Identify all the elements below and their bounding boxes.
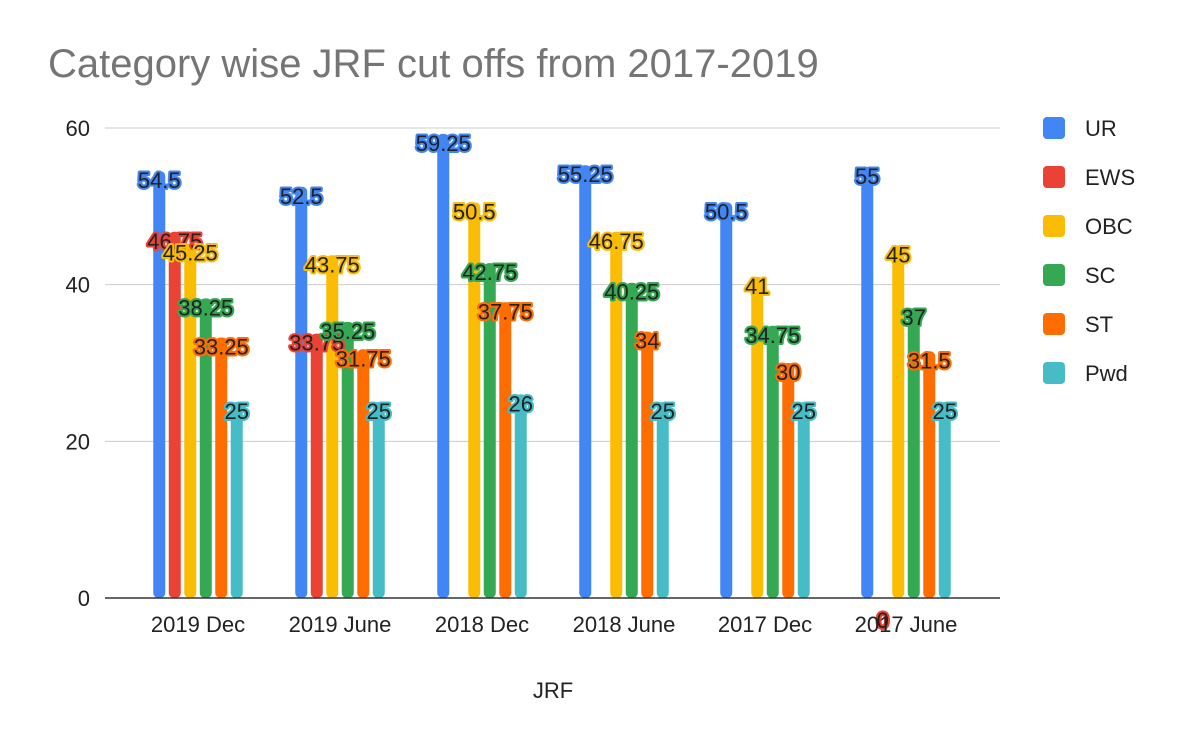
bar-pwd-2017-june bbox=[938, 402, 951, 598]
bar-ur-2018-dec bbox=[437, 133, 450, 598]
bar-st-2019-dec bbox=[215, 337, 228, 598]
legend-label-ews: EWS bbox=[1085, 165, 1135, 190]
data-label-pwd-2018-dec: 26 bbox=[509, 391, 533, 416]
bar-st-2017-june bbox=[923, 351, 936, 598]
data-label-st-2018-june: 34 bbox=[635, 329, 659, 354]
x-tick-label-2018-dec: 2018 Dec bbox=[435, 612, 529, 637]
data-label-sc-2019-june: 35.25 bbox=[320, 319, 375, 344]
bar-pwd-2019-june bbox=[372, 402, 385, 598]
data-label-ur-2018-june: 55.25 bbox=[558, 162, 613, 187]
x-axis-title: JRF bbox=[533, 678, 573, 703]
data-label-st-2019-june: 31.75 bbox=[336, 346, 391, 371]
bar-ur-2018-june bbox=[579, 165, 592, 599]
data-label-pwd-2019-june: 25 bbox=[367, 399, 391, 424]
data-label-pwd-2019-dec: 25 bbox=[225, 399, 249, 424]
bar-obc-2017-dec bbox=[751, 276, 764, 598]
bar-st-2019-june bbox=[357, 349, 370, 598]
legend-swatch-ur bbox=[1043, 117, 1065, 139]
data-label-st-2018-dec: 37.75 bbox=[478, 299, 533, 324]
data-label-pwd-2017-dec: 25 bbox=[792, 399, 816, 424]
data-label-obc-2017-june: 45 bbox=[886, 243, 910, 268]
data-label-obc-2018-june: 46.75 bbox=[589, 229, 644, 254]
bar-pwd-2017-dec bbox=[797, 402, 810, 598]
chart-title: Category wise JRF cut offs from 2017-201… bbox=[48, 42, 819, 86]
data-label-ews-2019-june: 33.75 bbox=[289, 331, 344, 356]
data-label-ews-2019-dec: 46.75 bbox=[147, 229, 202, 254]
axes: 0 20 40 60 2019 Dec 2019 June 2018 Dec 2018 Jun… bbox=[66, 116, 1000, 637]
bar-pwd-2018-june bbox=[656, 402, 669, 598]
bar-obc-2017-june bbox=[892, 245, 905, 598]
bar-ews-2019-dec bbox=[168, 231, 181, 598]
y-tick-label-60: 60 bbox=[66, 116, 90, 141]
bars bbox=[153, 133, 951, 599]
data-label-st-2019-dec: 33.25 bbox=[194, 335, 249, 360]
data-label-sc-2018-june: 40.25 bbox=[604, 280, 659, 305]
x-tick-label-2017-june: 2017 June bbox=[855, 612, 958, 637]
bar-obc-2019-dec bbox=[184, 243, 197, 598]
data-label-sc-2019-dec: 38.25 bbox=[178, 295, 233, 320]
gridlines bbox=[105, 127, 1000, 442]
bar-ur-2017-june bbox=[861, 167, 874, 598]
legend-label-st: ST bbox=[1085, 312, 1113, 337]
legend: UR EWS OBC SC ST Pwd bbox=[1043, 116, 1135, 386]
data-label-ews-2017-june: 0 bbox=[877, 608, 889, 633]
bar-pwd-2018-dec bbox=[514, 394, 527, 598]
bar-ur-2019-june bbox=[295, 186, 308, 598]
data-label-obc-2019-june: 43.75 bbox=[305, 252, 360, 277]
bar-obc-2019-june bbox=[326, 255, 339, 598]
x-tick-label-2017-dec: 2017 Dec bbox=[718, 612, 812, 637]
legend-label-sc: SC bbox=[1085, 263, 1116, 288]
data-label-obc-2018-dec: 50.5 bbox=[453, 199, 496, 224]
legend-swatch-obc bbox=[1043, 215, 1065, 237]
bar-obc-2018-dec bbox=[468, 202, 481, 598]
y-tick-label-0: 0 bbox=[78, 586, 90, 611]
bar-sc-2017-dec bbox=[766, 325, 779, 598]
legend-label-obc: OBC bbox=[1085, 214, 1133, 239]
data-label-sc-2018-dec: 42.75 bbox=[462, 260, 517, 285]
data-label-obc-2017-dec: 41 bbox=[745, 274, 769, 299]
x-tick-label-2018-june: 2018 June bbox=[573, 612, 676, 637]
bar-sc-2019-dec bbox=[199, 298, 212, 598]
data-label-pwd-2018-june: 25 bbox=[651, 399, 675, 424]
data-label-ur-2018-dec: 59.25 bbox=[416, 131, 471, 156]
data-label-ur-2019-june: 52.5 bbox=[280, 184, 323, 209]
legend-label-ur: UR bbox=[1085, 116, 1117, 141]
data-label-pwd-2017-june: 25 bbox=[933, 399, 957, 424]
bar-pwd-2019-dec bbox=[230, 402, 243, 598]
y-tick-label-40: 40 bbox=[66, 273, 90, 298]
bar-sc-2017-june bbox=[907, 308, 920, 598]
bar-sc-2018-dec bbox=[483, 263, 496, 598]
bar-sc-2018-june bbox=[625, 282, 638, 598]
data-label-st-2017-dec: 30 bbox=[776, 360, 800, 385]
bar-st-2018-june bbox=[641, 331, 654, 598]
legend-swatch-sc bbox=[1043, 264, 1065, 286]
bar-st-2017-dec bbox=[782, 363, 795, 598]
data-labels: 54.546.7545.2538.2533.252552.533.7543.75… bbox=[136, 129, 959, 635]
y-tick-label-20: 20 bbox=[66, 429, 90, 454]
data-label-sc-2017-june: 37 bbox=[902, 305, 926, 330]
bar-ur-2019-dec bbox=[153, 171, 166, 599]
bar-ews-2019-june bbox=[310, 333, 323, 598]
x-tick-label-2019-dec: 2019 Dec bbox=[151, 612, 245, 637]
bar-st-2018-dec bbox=[499, 302, 512, 598]
data-label-ur-2017-dec: 50.5 bbox=[705, 199, 748, 224]
data-label-obc-2019-dec: 45.25 bbox=[163, 241, 218, 266]
legend-swatch-pwd bbox=[1043, 362, 1065, 384]
legend-swatch-ews bbox=[1043, 166, 1065, 188]
legend-swatch-st bbox=[1043, 313, 1065, 335]
x-tick-label-2019-june: 2019 June bbox=[289, 612, 392, 637]
bar-ur-2017-dec bbox=[720, 202, 733, 598]
bar-obc-2018-june bbox=[610, 231, 623, 598]
data-label-st-2017-june: 31.5 bbox=[908, 348, 951, 373]
legend-label-pwd: Pwd bbox=[1085, 361, 1128, 386]
data-label-ur-2019-dec: 54.5 bbox=[138, 168, 181, 193]
bar-sc-2019-june bbox=[341, 321, 354, 598]
data-label-sc-2017-dec: 34.75 bbox=[745, 323, 800, 348]
data-label-ur-2017-june: 55 bbox=[855, 164, 879, 189]
